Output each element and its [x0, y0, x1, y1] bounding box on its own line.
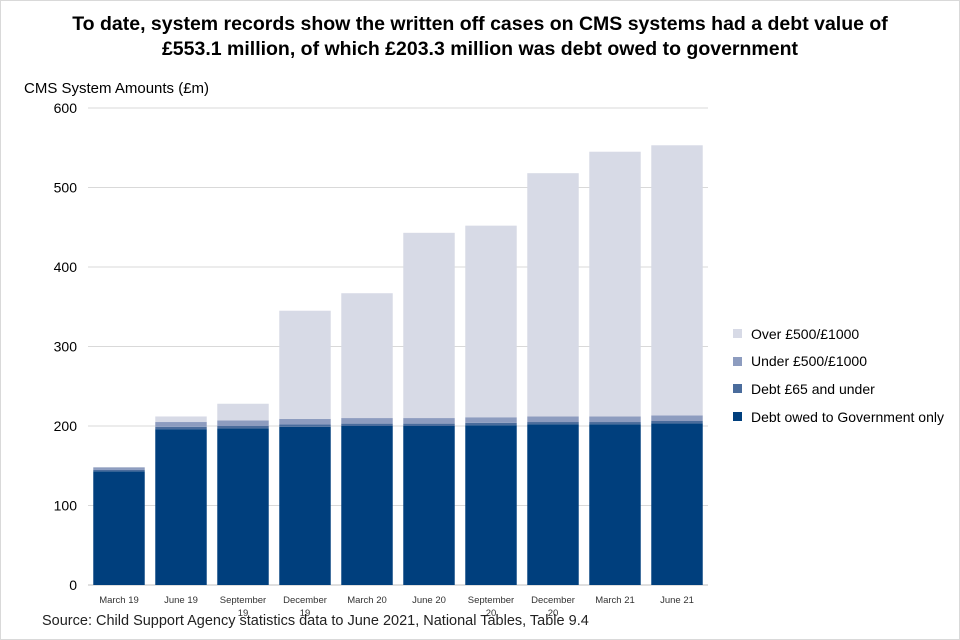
x-tick-label: September 19 — [220, 595, 266, 619]
y-tick-label: 200 — [54, 418, 78, 434]
x-tick-label: March 20 — [347, 595, 387, 606]
source-note: Source: Child Support Agency statistics … — [42, 613, 589, 629]
bar-segment — [155, 429, 207, 585]
legend-swatch — [733, 412, 742, 422]
y-tick-label: 100 — [54, 498, 78, 514]
bar-segment — [155, 426, 207, 430]
x-tick-label: June 21 — [660, 595, 694, 606]
legend-item: Debt £65 and under — [733, 375, 944, 403]
legend: Over £500/£1000 Under £500/£1000 Debt £65 … — [733, 320, 944, 430]
bar-segment — [93, 469, 145, 472]
x-tick-label: September 20 — [468, 595, 514, 619]
legend-item: Debt owed to Government only — [733, 403, 944, 431]
bar-segment — [465, 425, 517, 585]
y-tick-label: 300 — [54, 339, 78, 355]
legend-label: Under £500/£1000 — [751, 353, 867, 370]
bar-segment — [403, 232, 455, 419]
bar-segment — [403, 418, 455, 424]
bar-segment — [403, 423, 455, 426]
legend-swatch — [733, 356, 742, 366]
bar-segment — [341, 423, 393, 426]
bar-segment — [155, 422, 207, 427]
x-tick-label: March 19 — [99, 595, 139, 606]
bar-segment — [589, 422, 641, 425]
bar-segment — [651, 420, 703, 424]
bar-segment — [93, 467, 145, 470]
bar-segment — [651, 415, 703, 421]
bar-segment — [527, 424, 579, 585]
legend-label: Debt £65 and under — [751, 380, 875, 397]
bar-segment — [279, 426, 331, 585]
legend-swatch — [733, 329, 742, 339]
bar-segment — [279, 418, 331, 425]
y-tick-label: 400 — [54, 259, 78, 275]
y-tick-label: 600 — [54, 100, 78, 116]
bar-segment — [217, 403, 269, 421]
bar-segment — [651, 145, 703, 416]
bar-segment — [465, 422, 517, 426]
bar-segment — [589, 151, 641, 417]
y-axis-label: CMS System Amounts (£m) — [24, 80, 210, 97]
bar-segment — [279, 310, 331, 419]
bar-segment — [217, 426, 269, 429]
bar-segment — [217, 420, 269, 426]
y-tick-label: 500 — [54, 180, 78, 196]
bar-segment — [341, 426, 393, 585]
legend-swatch — [733, 384, 742, 394]
bar-segment — [589, 424, 641, 585]
x-tick-label: December 20 — [531, 595, 575, 619]
legend-label: Debt owed to Government only — [751, 408, 944, 425]
x-tick-label: March 21 — [595, 595, 635, 606]
legend-item: Over £500/£1000 — [733, 320, 944, 348]
bar-segment — [403, 426, 455, 585]
bar-segment — [527, 416, 579, 423]
bar-segment — [217, 428, 269, 585]
bar-segment — [651, 423, 703, 585]
bar-segment — [589, 416, 641, 423]
bar-segment — [527, 422, 579, 425]
x-tick-label: June 20 — [412, 595, 446, 606]
bar-segment — [93, 471, 145, 585]
legend-item: Under £500/£1000 — [733, 348, 944, 376]
x-tick-label: June 19 — [164, 595, 198, 606]
bar-segment — [155, 416, 207, 423]
x-tick-label: December 19 — [283, 595, 327, 619]
bar-segment — [341, 293, 393, 419]
bar-segment — [465, 417, 517, 423]
legend-label: Over £500/£1000 — [751, 325, 860, 342]
y-tick-label: 0 — [69, 577, 77, 593]
chart-title: To date, system records show the written… — [72, 13, 888, 60]
bar-segment — [341, 418, 393, 424]
bar-segment — [279, 424, 331, 427]
bar-segment — [465, 225, 517, 418]
bar-segment — [527, 173, 579, 417]
